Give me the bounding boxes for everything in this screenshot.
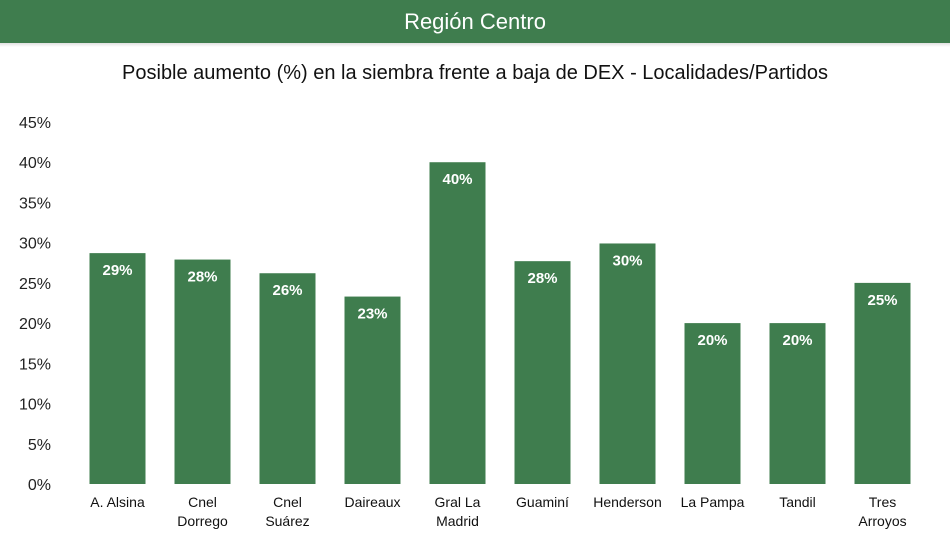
bar — [599, 243, 656, 484]
x-category-label: Madrid — [436, 513, 479, 529]
region-banner: Región Centro — [0, 0, 950, 43]
x-category-label: Dorrego — [177, 513, 228, 529]
y-tick-label: 45% — [19, 115, 51, 132]
y-tick-label: 25% — [19, 276, 51, 293]
y-tick-label: 0% — [28, 477, 51, 494]
data-label: 40% — [442, 171, 472, 188]
bar — [769, 323, 826, 484]
chart-title: Posible aumento (%) en la siembra frente… — [122, 62, 828, 84]
bar — [344, 296, 401, 484]
x-category-label: Gral La — [435, 494, 481, 510]
data-label: 29% — [102, 262, 132, 279]
x-category-label: Tres — [869, 494, 896, 510]
x-category-label: Cnel — [188, 494, 217, 510]
y-tick-label: 5% — [28, 437, 51, 454]
data-label: 26% — [272, 282, 302, 299]
x-category-label: Tandil — [779, 494, 816, 510]
bar — [259, 273, 316, 484]
data-label: 28% — [527, 270, 557, 287]
y-tick-label: 15% — [19, 356, 51, 373]
y-tick-label: 35% — [19, 195, 51, 212]
data-label: 20% — [697, 332, 727, 349]
y-tick-label: 20% — [19, 316, 51, 333]
y-tick-label: 30% — [19, 236, 51, 253]
x-category-label: Henderson — [593, 494, 662, 510]
data-label: 25% — [867, 292, 897, 309]
x-category-label: Guaminí — [516, 494, 569, 510]
data-label: 23% — [357, 306, 387, 323]
banner-shadow — [0, 43, 950, 47]
x-category-label: Daireaux — [344, 494, 400, 510]
bar — [429, 162, 486, 484]
x-category-label: A. Alsina — [90, 494, 145, 510]
x-category-label: Arroyos — [858, 513, 906, 529]
y-tick-label: 10% — [19, 397, 51, 414]
data-label: 28% — [187, 269, 217, 286]
bar — [174, 259, 231, 484]
x-category-label: Cnel — [273, 494, 302, 510]
data-label: 30% — [612, 252, 642, 269]
bar — [854, 282, 911, 484]
x-category-label: La Pampa — [681, 494, 745, 510]
x-category-label: Suárez — [265, 513, 309, 529]
bar — [514, 261, 571, 484]
region-title: Región Centro — [404, 8, 546, 34]
bar — [684, 323, 741, 484]
bar — [89, 253, 146, 484]
data-label: 20% — [782, 332, 812, 349]
y-tick-label: 40% — [19, 155, 51, 172]
